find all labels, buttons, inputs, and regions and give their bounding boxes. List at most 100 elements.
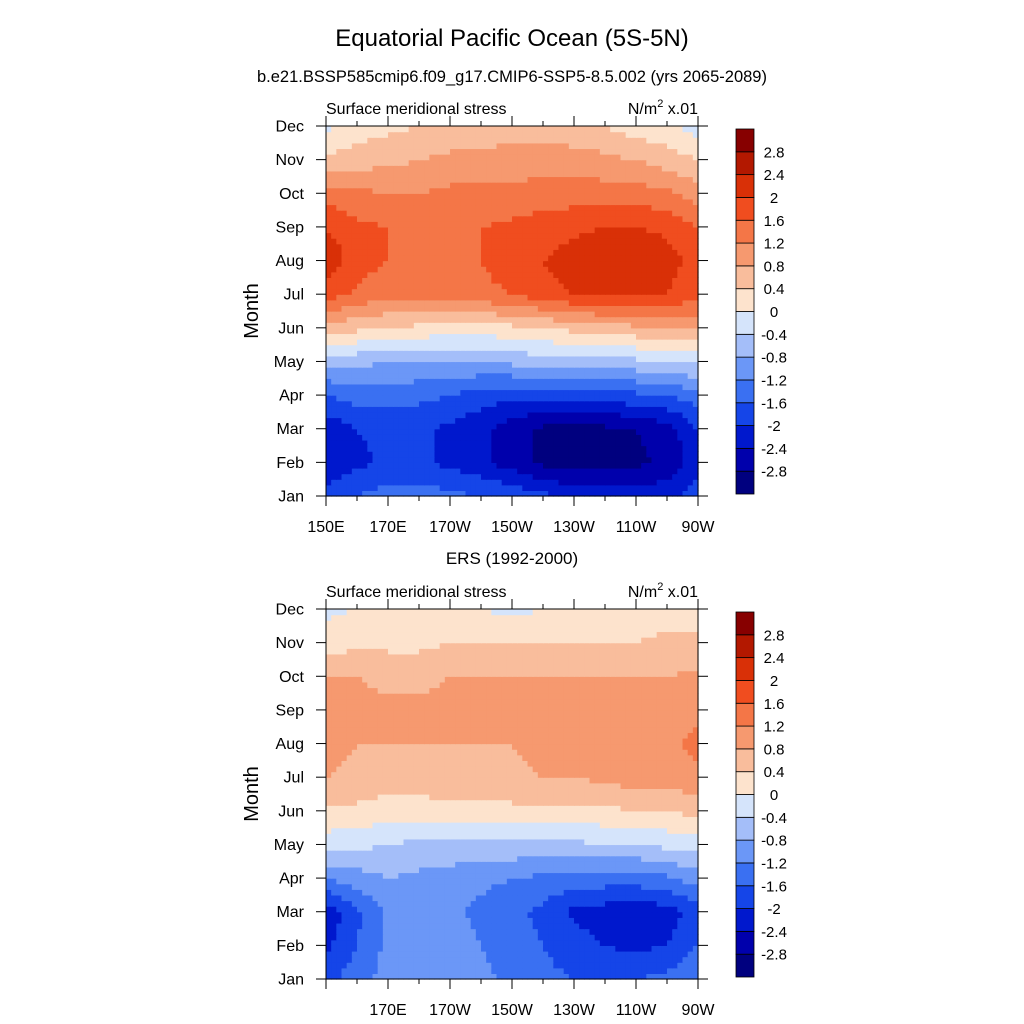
heatmap-cell <box>553 333 560 340</box>
heatmap-cell <box>630 973 637 980</box>
heatmap-cell <box>408 344 415 351</box>
heatmap-cell <box>615 322 622 329</box>
heatmap-cell <box>605 339 611 346</box>
heatmap-cell <box>351 411 358 419</box>
heatmap-cell <box>460 344 467 351</box>
colorbar-swatch <box>735 470 755 495</box>
heatmap-cell <box>491 294 498 301</box>
heatmap-cell <box>543 378 549 385</box>
heatmap-cell <box>450 282 456 290</box>
heatmap-cell <box>522 428 529 435</box>
heatmap-cell <box>672 389 678 396</box>
heatmap-cell <box>630 339 637 346</box>
heatmap-cell <box>413 350 420 357</box>
heatmap-cell <box>382 221 389 228</box>
heatmap-cell <box>419 271 425 278</box>
heatmap-cell <box>615 355 622 363</box>
heatmap-cell <box>677 484 684 491</box>
heatmap-cell <box>646 299 653 306</box>
heatmap-cell <box>656 126 663 133</box>
y-tick-label: Feb <box>276 455 304 472</box>
heatmap-cell <box>620 355 627 363</box>
heatmap-cell <box>594 137 601 144</box>
heatmap-cell <box>419 473 425 480</box>
heatmap-cell <box>672 131 678 138</box>
heatmap-cell <box>512 333 518 340</box>
heatmap-cell <box>434 148 441 155</box>
heatmap-cell <box>532 176 539 183</box>
heatmap-cell <box>579 294 585 301</box>
heatmap-cell <box>527 462 534 469</box>
heatmap-cell <box>646 490 653 497</box>
heatmap-cell <box>434 221 441 228</box>
heatmap-cell <box>522 327 529 335</box>
heatmap-cell <box>455 462 461 469</box>
heatmap-cell <box>563 395 570 402</box>
heatmap-cell <box>408 277 415 284</box>
heatmap-cell <box>326 288 332 295</box>
heatmap-cell <box>527 400 534 407</box>
heatmap-cell <box>326 254 332 262</box>
heatmap-cell <box>584 131 591 138</box>
heatmap-cell <box>636 215 642 222</box>
heatmap-cell <box>450 226 456 234</box>
heatmap-cell <box>646 288 653 295</box>
heatmap-cell <box>574 417 580 424</box>
heatmap-cell <box>403 479 410 486</box>
heatmap-cell <box>382 462 389 469</box>
heatmap-cell <box>496 159 503 166</box>
heatmap-cell <box>496 484 503 491</box>
heatmap-cell <box>630 249 637 256</box>
heatmap-cell <box>687 131 694 138</box>
heatmap-cell <box>687 322 694 329</box>
heatmap-cell <box>465 479 472 486</box>
heatmap-cell <box>455 467 461 475</box>
heatmap-cell <box>398 159 405 166</box>
heatmap-cell <box>367 467 374 475</box>
heatmap-cell <box>336 277 343 284</box>
heatmap-cell <box>460 372 467 379</box>
heatmap-cell <box>481 159 487 166</box>
heatmap-cell <box>605 187 611 194</box>
heatmap-cell <box>527 411 534 419</box>
heatmap-cell <box>579 277 585 284</box>
heatmap-cell <box>450 445 456 452</box>
heatmap-cell <box>351 339 358 346</box>
heatmap-cell <box>553 232 560 239</box>
heatmap-cell <box>506 249 513 256</box>
heatmap-cell <box>362 456 368 463</box>
heatmap-cell <box>491 210 498 217</box>
heatmap-cell <box>667 355 673 363</box>
heatmap-cell <box>398 339 405 346</box>
heatmap-cell <box>522 137 529 144</box>
heatmap-cell <box>346 451 353 458</box>
heatmap-cell <box>506 311 513 318</box>
heatmap-cell <box>424 193 430 200</box>
heatmap-cell <box>450 266 456 273</box>
heatmap-cell <box>362 193 368 200</box>
heatmap-cell <box>331 266 337 273</box>
heatmap-cell <box>439 260 446 267</box>
heatmap-cell <box>656 473 663 480</box>
heatmap-cell <box>393 266 399 273</box>
heatmap-cell <box>620 249 627 256</box>
heatmap-cell <box>563 451 570 458</box>
heatmap-cell <box>367 176 374 183</box>
heatmap-cell <box>439 299 446 306</box>
heatmap-cell <box>687 154 694 161</box>
heatmap-cell <box>351 361 358 368</box>
heatmap-cell <box>517 266 523 273</box>
heatmap-cell <box>346 277 353 284</box>
heatmap-cell <box>651 311 658 318</box>
heatmap-cell <box>548 456 554 463</box>
heatmap-cell <box>543 243 549 250</box>
heatmap-cell <box>377 288 384 295</box>
heatmap-cell <box>388 193 394 200</box>
heatmap-cell <box>506 154 513 161</box>
heatmap-cell <box>357 490 363 497</box>
y-axis-label: Month <box>241 283 263 339</box>
heatmap-cell <box>388 249 394 256</box>
heatmap-cell <box>382 411 389 419</box>
heatmap-cell <box>558 400 565 407</box>
heatmap-cell <box>367 238 374 245</box>
